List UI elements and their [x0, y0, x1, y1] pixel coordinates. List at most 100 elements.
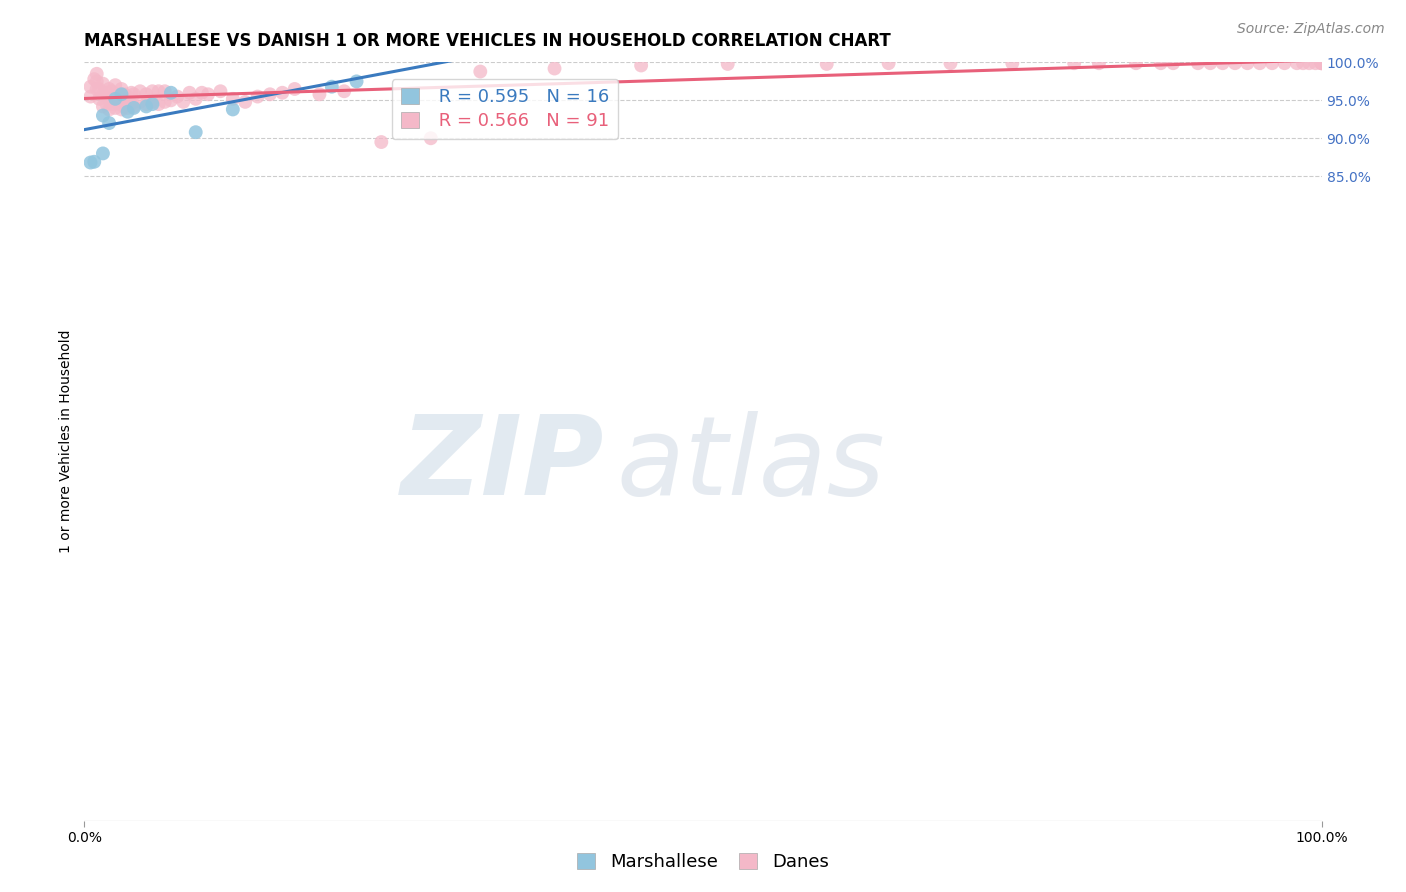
Point [86, 67, 108, 81]
Point [1150, 56, 1173, 70]
Point [110, 103, 132, 117]
Point [104, 92, 127, 106]
Point [135, 99, 157, 113]
Point [98, 82, 121, 96]
Point [122, 87, 145, 102]
Point [112, 87, 135, 102]
Point [1001, 56, 1024, 70]
Point [89, 82, 111, 96]
Point [630, 58, 652, 72]
Point [419, 131, 441, 145]
Point [197, 87, 219, 102]
Text: ZIP: ZIP [401, 411, 605, 517]
Point [1088, 56, 1111, 70]
Point [120, 97, 142, 112]
Point [284, 82, 307, 96]
Point [129, 84, 152, 98]
Point [100, 84, 122, 98]
Point [79, 155, 101, 169]
Point [184, 125, 207, 139]
Point [91, 77, 114, 91]
Point [1310, 56, 1333, 70]
Point [91, 108, 114, 122]
Point [148, 84, 170, 98]
Point [98, 103, 121, 117]
Point [346, 74, 368, 88]
Legend: Marshallese, Danes: Marshallese, Danes [569, 846, 837, 879]
Point [1298, 56, 1320, 70]
Point [91, 99, 114, 113]
Point [370, 135, 392, 149]
Y-axis label: 1 or more Vehicles in Household: 1 or more Vehicles in Household [59, 330, 73, 553]
Point [308, 87, 330, 102]
Point [333, 84, 356, 98]
Point [543, 62, 565, 76]
Point [117, 104, 139, 119]
Point [1310, 56, 1333, 70]
Point [110, 87, 132, 102]
Point [1161, 56, 1184, 70]
Point [1310, 56, 1333, 70]
Point [1285, 56, 1308, 70]
Point [108, 97, 131, 112]
Text: atlas: atlas [616, 411, 884, 517]
Point [148, 97, 170, 112]
Point [129, 95, 152, 109]
Point [1199, 56, 1222, 70]
Point [79, 89, 101, 103]
Point [141, 84, 163, 98]
Point [83, 72, 105, 87]
Point [1063, 56, 1085, 70]
Point [96, 97, 118, 112]
Point [166, 89, 188, 103]
Point [141, 95, 163, 109]
Point [1261, 56, 1284, 70]
Point [1249, 56, 1271, 70]
Point [98, 116, 121, 130]
Point [160, 94, 183, 108]
Point [91, 146, 114, 161]
Point [86, 82, 108, 96]
Point [160, 86, 183, 100]
Point [100, 97, 122, 112]
Point [222, 92, 245, 106]
Point [1292, 56, 1315, 70]
Point [259, 87, 281, 102]
Point [271, 86, 294, 100]
Point [135, 87, 157, 102]
Point [96, 86, 118, 100]
Point [104, 78, 127, 92]
Point [1274, 56, 1296, 70]
Point [172, 95, 194, 109]
Point [470, 64, 492, 78]
Point [1125, 56, 1147, 70]
Point [122, 99, 145, 113]
Point [1212, 56, 1234, 70]
Point [104, 89, 127, 103]
Point [86, 74, 108, 88]
Point [1305, 56, 1327, 70]
Point [179, 86, 201, 100]
Point [184, 92, 207, 106]
Point [104, 101, 127, 115]
Point [191, 86, 214, 100]
Point [233, 95, 256, 109]
Point [1310, 56, 1333, 70]
Point [83, 154, 105, 169]
Text: MARSHALLESE VS DANISH 1 OR MORE VEHICLES IN HOUSEHOLD CORRELATION CHART: MARSHALLESE VS DANISH 1 OR MORE VEHICLES… [84, 32, 891, 50]
Point [939, 56, 962, 70]
Point [108, 87, 131, 102]
Point [321, 79, 343, 94]
Point [79, 79, 101, 94]
Point [98, 92, 121, 106]
Point [222, 103, 245, 117]
Point [91, 87, 114, 102]
Point [1236, 56, 1258, 70]
Point [135, 97, 157, 112]
Point [117, 101, 139, 115]
Point [89, 92, 111, 106]
Point [815, 57, 838, 71]
Point [117, 89, 139, 103]
Point [112, 99, 135, 113]
Point [110, 82, 132, 96]
